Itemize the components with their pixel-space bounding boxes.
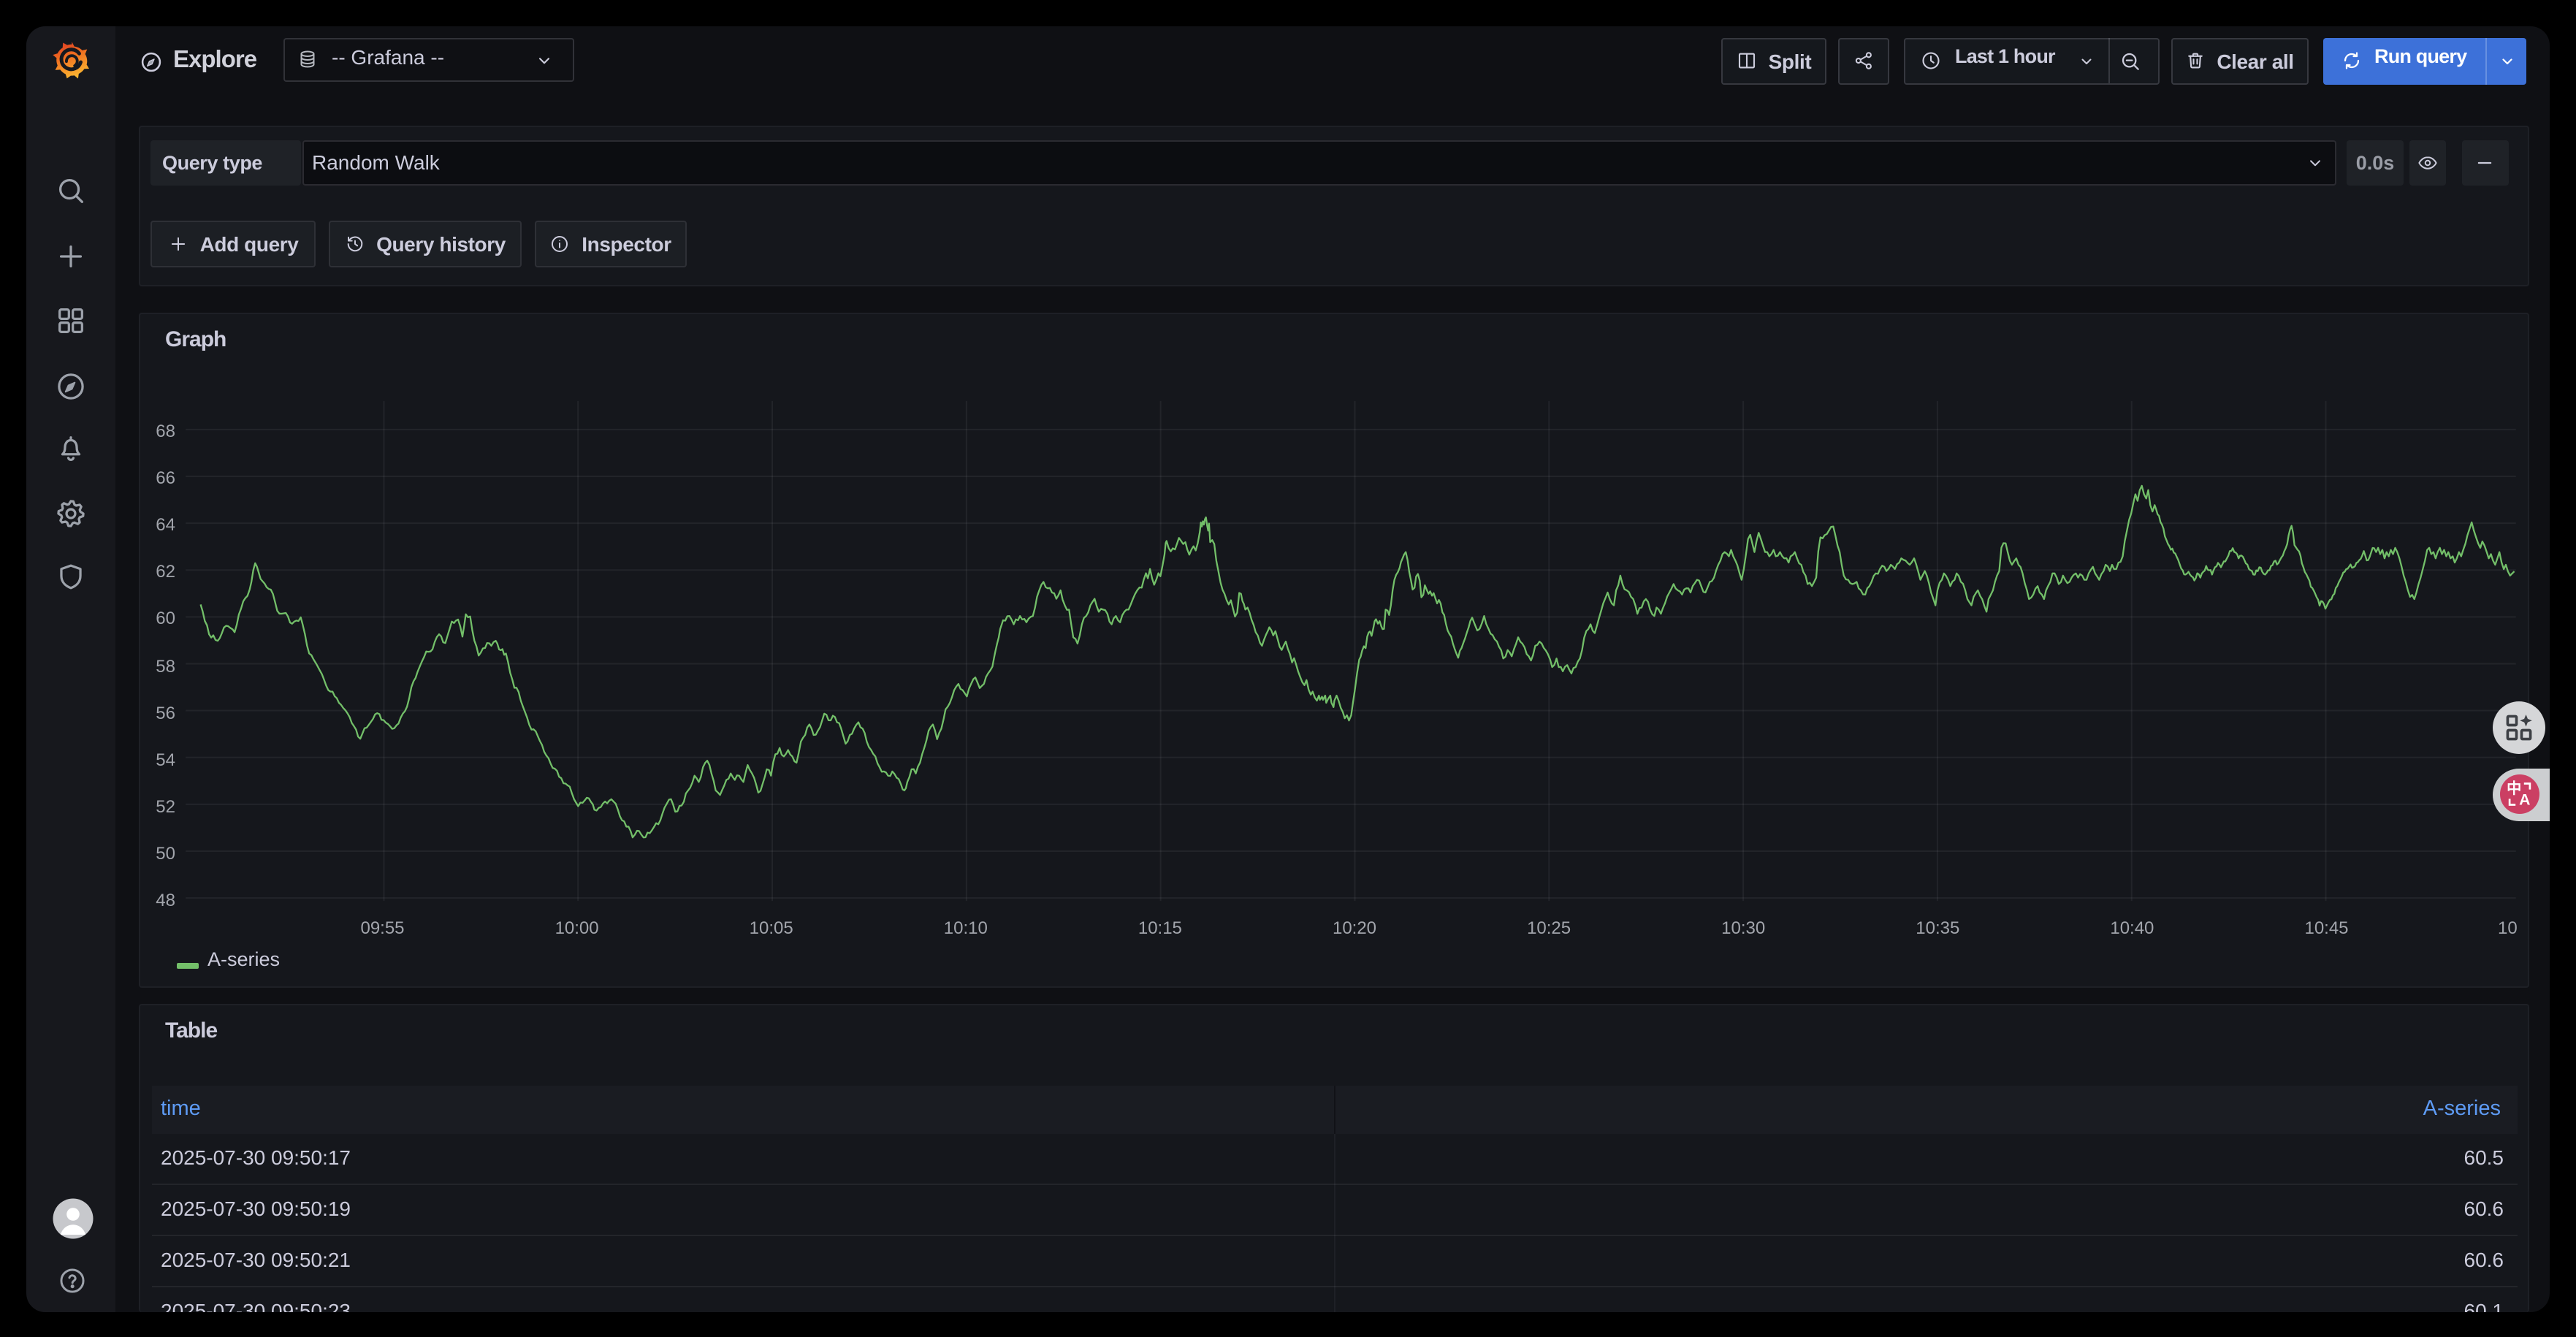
- svg-text:中: 中: [2507, 780, 2521, 797]
- svg-text:A: A: [2519, 792, 2530, 809]
